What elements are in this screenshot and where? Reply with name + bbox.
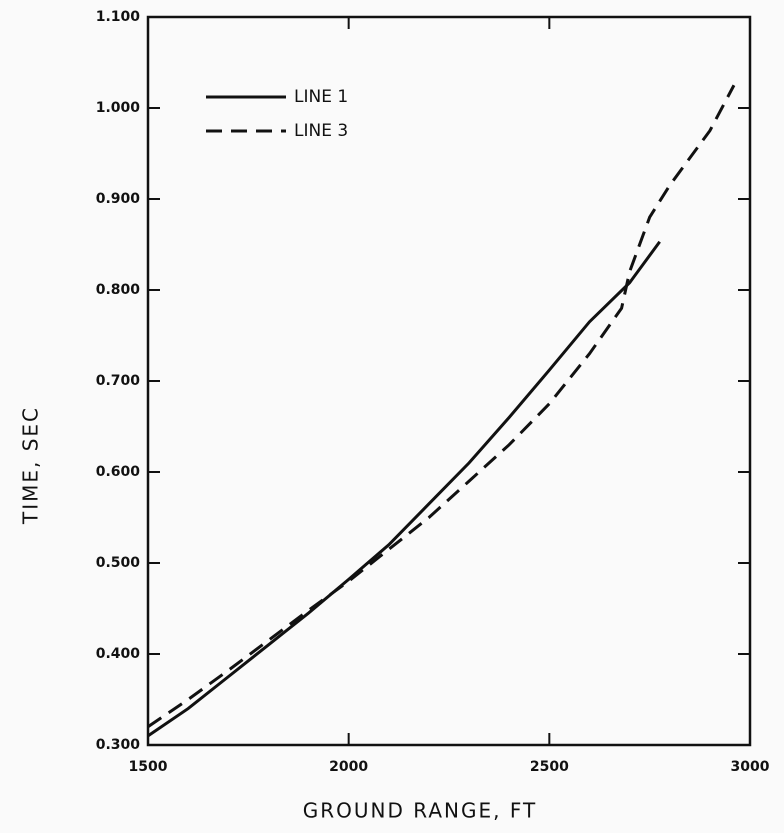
y-tick-label: 1.000 — [96, 100, 141, 116]
x-axis-label: GROUND RANGE, FT — [303, 799, 537, 823]
y-tick-label: 0.400 — [96, 646, 141, 662]
plot-frame — [146, 15, 752, 747]
y-axis-label: TIME, SEC — [19, 406, 43, 525]
y-tick-label: 0.900 — [96, 191, 141, 207]
y-tick-label: 0.700 — [96, 373, 141, 389]
data-line — [147, 240, 661, 738]
x-tick-label: 2000 — [329, 759, 368, 775]
y-tick-label: 0.600 — [96, 464, 141, 480]
x-tick-label: 2500 — [530, 759, 569, 775]
y-tick-label: 0.800 — [96, 282, 141, 298]
y-tick-label: 1.100 — [96, 9, 141, 25]
legend-label: LINE 3 — [294, 121, 348, 141]
data-line — [147, 84, 736, 729]
x-tick-label: 3000 — [731, 759, 770, 775]
x-tick-label: 1500 — [129, 759, 168, 775]
y-tick-label: 0.500 — [96, 555, 141, 571]
legend-label: LINE 1 — [294, 87, 348, 107]
y-tick-label: 0.300 — [96, 737, 141, 753]
